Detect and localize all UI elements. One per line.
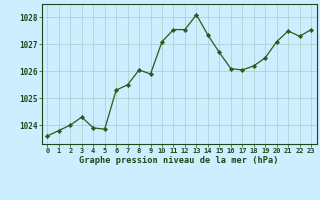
X-axis label: Graphe pression niveau de la mer (hPa): Graphe pression niveau de la mer (hPa) bbox=[79, 156, 279, 165]
